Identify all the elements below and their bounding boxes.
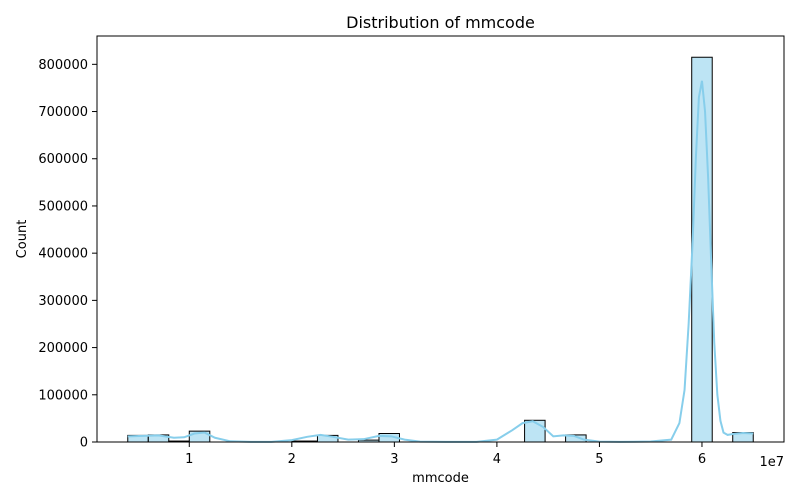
x-axis-multiplier: 1e7 — [759, 455, 784, 470]
x-tick-label-4: 5 — [595, 452, 603, 467]
x-tick-label-0: 1 — [185, 452, 193, 467]
chart-title: Distribution of mmcode — [346, 13, 535, 32]
y-tick-label-2: 200000 — [38, 341, 88, 356]
y-tick-label-7: 700000 — [38, 105, 88, 120]
y-tick-label-0: 0 — [80, 436, 88, 451]
x-tick-label-5: 6 — [698, 452, 706, 467]
histogram-bar-10 — [691, 56, 713, 443]
y-tick-label-8: 800000 — [38, 58, 88, 73]
histogram-bars — [127, 56, 754, 443]
y-axis: 0 100000 200000 300000 400000 500000 600000 700… — [38, 58, 97, 451]
kde-curve — [127, 80, 754, 443]
plot-area-frame — [96, 35, 785, 443]
y-tick-label-5: 500000 — [38, 199, 88, 214]
x-axis-label: mmcode — [412, 471, 469, 486]
y-tick-label-6: 600000 — [38, 152, 88, 167]
x-tick-label-2: 3 — [390, 452, 398, 467]
y-tick-label-1: 100000 — [38, 388, 88, 403]
x-axis: 1 2 3 4 5 6 — [185, 442, 706, 467]
y-tick-label-3: 300000 — [38, 294, 88, 309]
x-tick-label-3: 4 — [493, 452, 501, 467]
y-axis-label: Count — [15, 220, 30, 259]
y-tick-label-4: 400000 — [38, 247, 88, 262]
x-tick-label-1: 2 — [288, 452, 296, 467]
histogram-bar-8 — [524, 419, 546, 443]
